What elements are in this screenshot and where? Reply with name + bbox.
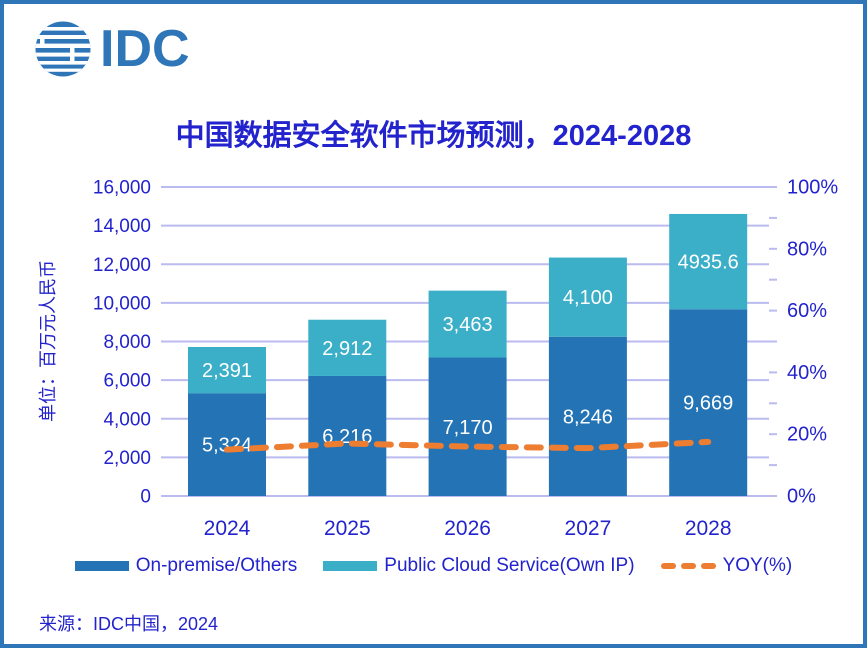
legend-label-cloud: Public Cloud Service(Own IP) bbox=[384, 555, 635, 576]
yoy-dash bbox=[700, 563, 716, 569]
bar-onpremise-2028 bbox=[669, 309, 748, 496]
bar-value-cloud-2027: 4,100 bbox=[563, 287, 613, 309]
legend-item-cloud: Public Cloud Service(Own IP) bbox=[323, 555, 635, 577]
idc-logo-text: IDC bbox=[100, 20, 190, 78]
left-axis-tick-label: 2,000 bbox=[103, 448, 151, 469]
idc-logo: IDC bbox=[34, 20, 190, 78]
x-axis-label-2028: 2028 bbox=[685, 517, 732, 540]
left-axis-tick-label: 16,000 bbox=[93, 178, 151, 199]
bar-onpremise-2024 bbox=[188, 393, 266, 496]
left-axis-tick-label: 12,000 bbox=[93, 255, 151, 276]
left-axis-tick-label: 10,000 bbox=[93, 293, 151, 314]
legend-swatch-cloud bbox=[323, 561, 378, 571]
bar-cloud-2027 bbox=[548, 257, 627, 337]
chart-title: 中国数据安全软件市场预测，2024-2028 bbox=[175, 120, 692, 152]
yoy-dash bbox=[680, 563, 696, 569]
yoy-dash bbox=[660, 563, 676, 569]
right-axis-tick-label: 60% bbox=[787, 300, 827, 322]
right-axis-tick-label: 40% bbox=[787, 362, 827, 384]
right-axis-tick-label: 20% bbox=[787, 424, 827, 446]
x-axis-label-2025: 2025 bbox=[324, 517, 371, 540]
left-axis-tick-label: 14,000 bbox=[93, 216, 151, 237]
right-axis-tick-label: 80% bbox=[787, 238, 827, 260]
left-axis-tick-label: 4,000 bbox=[103, 409, 151, 430]
x-axis-label-2026: 2026 bbox=[444, 517, 491, 540]
bar-value-onpremise-2027: 8,246 bbox=[563, 406, 613, 428]
legend: On-premise/Others Public Cloud Service(O… bbox=[4, 555, 863, 577]
bar-onpremise-2027 bbox=[548, 336, 627, 496]
bar-onpremise-2026 bbox=[428, 357, 507, 496]
bar-cloud-2024 bbox=[188, 347, 266, 394]
bar-value-cloud-2024: 2,391 bbox=[202, 360, 252, 382]
bar-cloud-2025 bbox=[308, 319, 387, 376]
legend-dash-yoy-icon bbox=[660, 563, 716, 569]
bar-cloud-2028 bbox=[669, 213, 748, 310]
bar-cloud-2026 bbox=[428, 290, 507, 358]
bar-onpremise-2025 bbox=[308, 375, 387, 496]
yoy-line bbox=[224, 438, 712, 453]
legend-swatch-onpremise bbox=[74, 561, 129, 571]
bar-value-cloud-2028: 4935.6 bbox=[678, 252, 739, 274]
x-axis-label-2027: 2027 bbox=[565, 517, 612, 540]
bar-value-cloud-2025: 2,912 bbox=[322, 338, 372, 360]
idc-globe-icon bbox=[35, 21, 91, 77]
bar-value-cloud-2026: 3,463 bbox=[443, 314, 493, 336]
bar-value-onpremise-2028: 9,669 bbox=[683, 393, 733, 415]
legend-item-onpremise: On-premise/Others bbox=[74, 555, 298, 577]
right-axis-tick-label: 100% bbox=[787, 177, 838, 199]
x-axis-label-2024: 2024 bbox=[204, 517, 251, 540]
legend-label-onpremise: On-premise/Others bbox=[135, 555, 298, 576]
legend-label-yoy: YOY(%) bbox=[722, 555, 793, 576]
left-axis-tick-label: 8,000 bbox=[103, 332, 151, 353]
source-text: 来源：IDC中国，2024 bbox=[39, 614, 219, 634]
bar-value-onpremise-2024: 5,324 bbox=[202, 435, 252, 457]
chart-plot-area: 0 2,000 4,000 6,000 8,000 10,000 12,000 14,000 1… bbox=[93, 177, 838, 541]
left-axis-tick-label: 6,000 bbox=[103, 371, 151, 392]
bar-value-onpremise-2026: 7,170 bbox=[443, 417, 493, 439]
left-axis-tick-label: 0 bbox=[140, 487, 151, 508]
legend-item-yoy: YOY(%) bbox=[660, 555, 793, 577]
right-axis-tick-label: 0% bbox=[787, 486, 816, 508]
